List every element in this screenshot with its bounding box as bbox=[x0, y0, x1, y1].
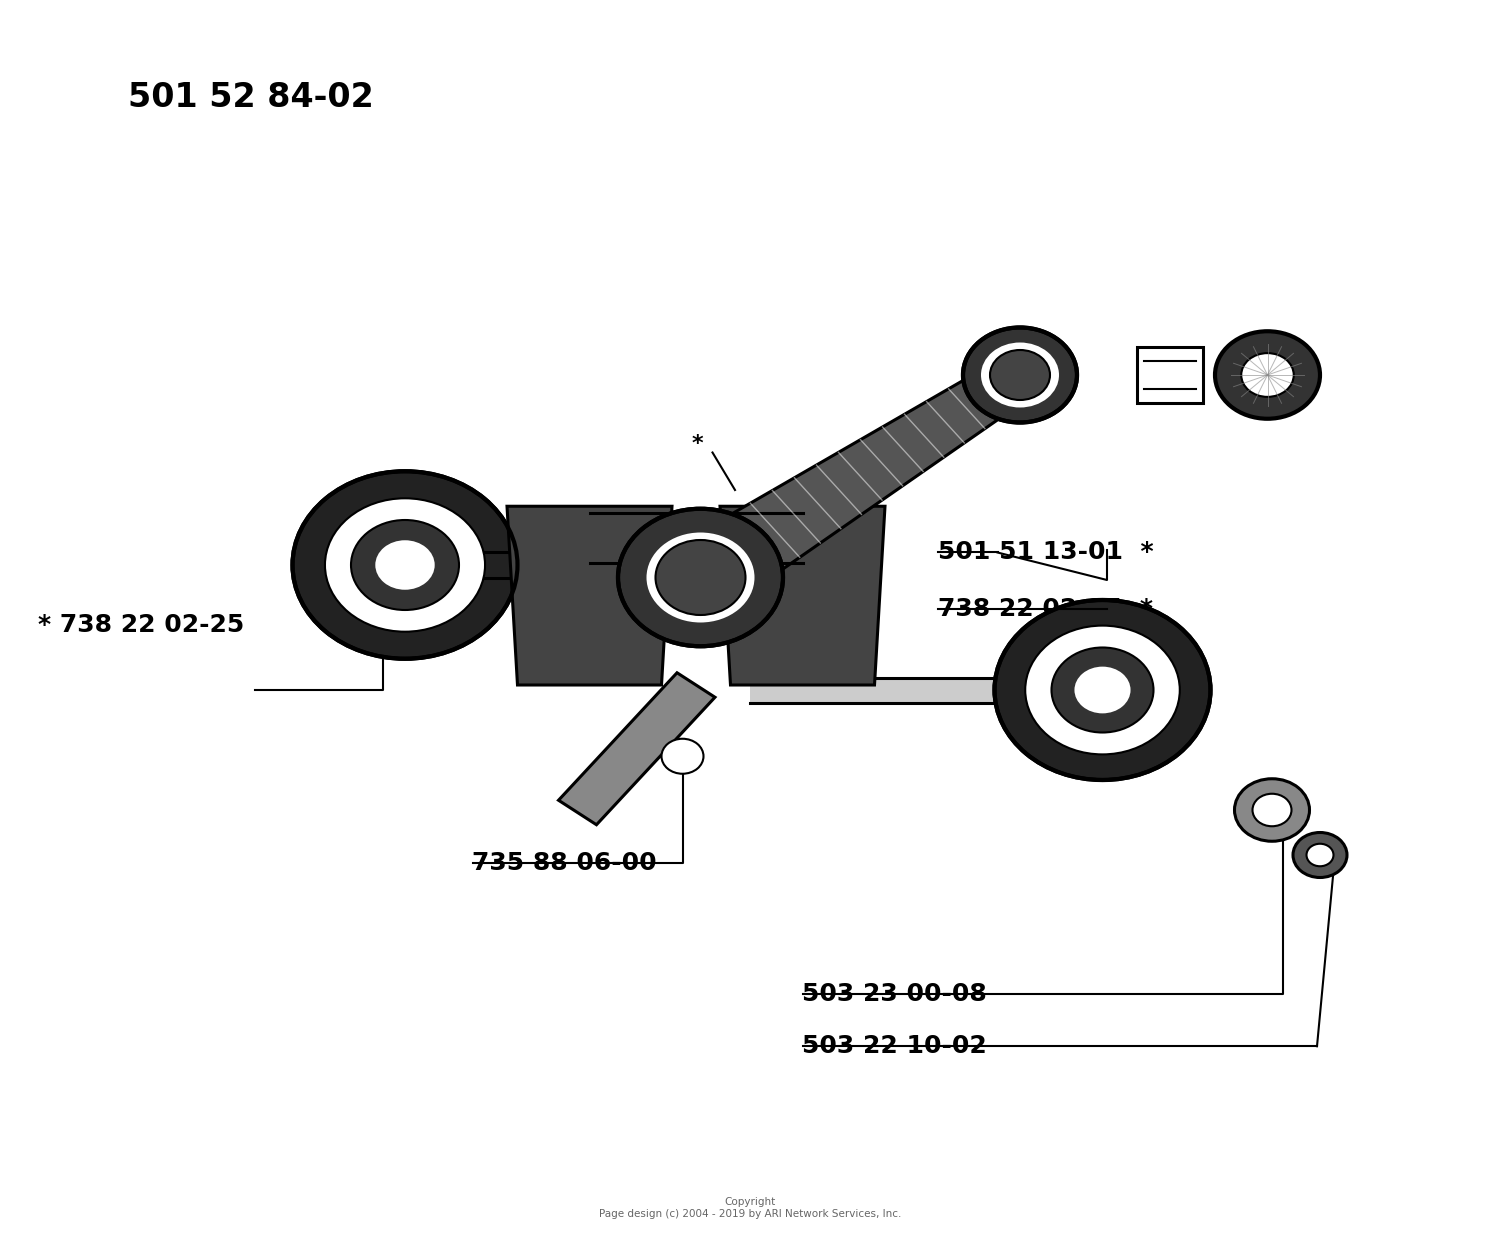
Circle shape bbox=[351, 520, 459, 610]
Circle shape bbox=[646, 532, 754, 622]
Text: 738 22 02-25  *: 738 22 02-25 * bbox=[938, 596, 1152, 621]
Bar bbox=[1137, 346, 1203, 403]
Circle shape bbox=[1242, 352, 1293, 398]
Circle shape bbox=[292, 471, 518, 659]
Circle shape bbox=[1052, 648, 1154, 732]
Text: * 738 22 02-25: * 738 22 02-25 bbox=[38, 612, 243, 638]
Circle shape bbox=[1074, 666, 1131, 714]
Circle shape bbox=[994, 600, 1210, 780]
Circle shape bbox=[662, 739, 704, 774]
Circle shape bbox=[1024, 625, 1180, 755]
Text: *: * bbox=[692, 434, 703, 454]
Circle shape bbox=[656, 540, 746, 615]
Circle shape bbox=[990, 350, 1050, 400]
Circle shape bbox=[1252, 794, 1292, 826]
Bar bbox=[750, 678, 1052, 702]
Text: 503 22 10-02: 503 22 10-02 bbox=[802, 1034, 987, 1059]
Polygon shape bbox=[674, 357, 1036, 608]
Text: 735 88 06-00: 735 88 06-00 bbox=[472, 850, 657, 875]
Circle shape bbox=[981, 342, 1059, 408]
Circle shape bbox=[618, 509, 783, 646]
Circle shape bbox=[1306, 844, 1334, 866]
Circle shape bbox=[1234, 779, 1310, 841]
Bar bbox=[590, 512, 802, 562]
Circle shape bbox=[1215, 331, 1320, 419]
Text: ARI PartStream™: ARI PartStream™ bbox=[620, 604, 776, 621]
Text: Copyright
Page design (c) 2004 - 2019 by ARI Network Services, Inc.: Copyright Page design (c) 2004 - 2019 by… bbox=[598, 1198, 902, 1219]
Text: 503 23 00-08: 503 23 00-08 bbox=[802, 981, 987, 1006]
Circle shape bbox=[375, 540, 435, 590]
Circle shape bbox=[326, 499, 484, 631]
Circle shape bbox=[1293, 832, 1347, 877]
Polygon shape bbox=[507, 506, 672, 685]
Polygon shape bbox=[720, 506, 885, 685]
Polygon shape bbox=[558, 672, 716, 825]
Circle shape bbox=[963, 328, 1077, 422]
Text: 501 51 13-01  *: 501 51 13-01 * bbox=[938, 540, 1154, 565]
Text: 501 52 84-02: 501 52 84-02 bbox=[128, 81, 374, 114]
Bar bbox=[459, 552, 720, 578]
